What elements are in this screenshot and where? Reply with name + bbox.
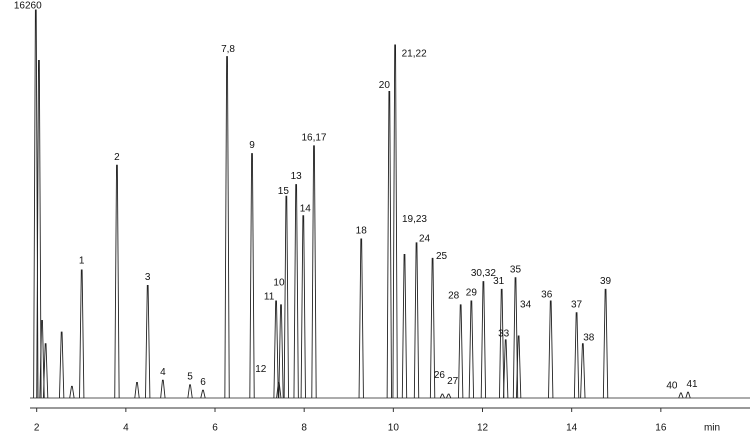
peak bbox=[480, 281, 487, 399]
peak bbox=[273, 300, 279, 399]
x-tick-label: 16 bbox=[655, 423, 667, 433]
peak-label: 12 bbox=[255, 364, 267, 375]
peak bbox=[33, 9, 39, 399]
x-tick-label: 10 bbox=[388, 423, 400, 433]
peak bbox=[446, 393, 452, 399]
peak-label: 9 bbox=[249, 140, 255, 151]
peak-label: 21,22 bbox=[402, 49, 427, 60]
x-tick-label: 2 bbox=[34, 423, 40, 433]
peak bbox=[386, 91, 392, 399]
peak-label: 26 bbox=[434, 370, 446, 381]
peak-label: 15 bbox=[278, 186, 290, 197]
peak-label: 29 bbox=[466, 288, 478, 299]
peak-label: 1 bbox=[79, 256, 85, 267]
peak-label: 14 bbox=[300, 203, 312, 214]
peak bbox=[573, 312, 580, 399]
peak-label: 16,17 bbox=[301, 132, 326, 143]
peak bbox=[36, 59, 42, 399]
peak-label: 39 bbox=[600, 276, 612, 287]
peak-label: 40 bbox=[666, 381, 678, 392]
peak bbox=[293, 184, 299, 399]
peak bbox=[224, 56, 230, 399]
peak-label: 11 bbox=[264, 292, 275, 303]
peak bbox=[145, 285, 151, 399]
peak bbox=[458, 304, 464, 399]
x-tick-label: 8 bbox=[301, 423, 307, 433]
peak-label: 2 bbox=[114, 152, 120, 163]
peak bbox=[300, 215, 306, 399]
peak bbox=[413, 242, 420, 399]
peak bbox=[187, 384, 193, 399]
peak bbox=[468, 300, 475, 399]
peak-label: 27 bbox=[447, 376, 459, 387]
peak bbox=[79, 269, 85, 399]
peak bbox=[429, 257, 436, 399]
peak-label: 10 bbox=[273, 278, 285, 289]
peak bbox=[160, 379, 166, 399]
peak bbox=[200, 389, 206, 399]
peak bbox=[678, 392, 684, 399]
peak bbox=[358, 238, 364, 399]
peak-label: 20 bbox=[379, 80, 391, 91]
x-tick-label: 12 bbox=[477, 423, 489, 433]
peak-label: 38 bbox=[583, 332, 595, 343]
peak-label: 18 bbox=[356, 226, 368, 237]
peak bbox=[249, 153, 255, 399]
peak bbox=[134, 382, 140, 399]
peak bbox=[685, 391, 691, 399]
peak-label: 28 bbox=[448, 291, 460, 302]
peak-label: 35 bbox=[510, 264, 522, 275]
x-tick-label: 14 bbox=[566, 423, 578, 433]
peak-label: 30,32 bbox=[471, 268, 496, 279]
peak bbox=[401, 253, 408, 399]
peak bbox=[311, 145, 317, 399]
peak bbox=[439, 393, 445, 399]
peak-label: 34 bbox=[520, 300, 532, 311]
peak-label: 3 bbox=[145, 272, 151, 283]
peak-label: 16260 bbox=[14, 1, 42, 12]
peak-label: 7,8 bbox=[221, 44, 235, 55]
peak bbox=[602, 288, 609, 399]
x-tick-label: 4 bbox=[123, 423, 129, 433]
peak bbox=[503, 339, 509, 399]
peak bbox=[69, 385, 75, 399]
peak-label: 4 bbox=[160, 367, 166, 378]
peak bbox=[499, 288, 505, 399]
peak-label: 33 bbox=[498, 328, 510, 339]
x-axis-label: min bbox=[704, 423, 720, 433]
peak bbox=[39, 319, 45, 399]
peak-label: 25 bbox=[436, 251, 448, 262]
peak bbox=[283, 195, 289, 399]
peak-label: 31 bbox=[493, 276, 505, 287]
peak-label: 13 bbox=[291, 171, 303, 182]
peak-label: 24 bbox=[419, 233, 431, 244]
peak bbox=[548, 300, 554, 399]
peak bbox=[515, 335, 522, 399]
peak bbox=[512, 277, 519, 399]
peak-label: 41 bbox=[686, 379, 698, 390]
peak bbox=[114, 164, 120, 399]
peak bbox=[59, 331, 65, 399]
peak bbox=[42, 343, 49, 399]
peak-label: 6 bbox=[200, 377, 206, 388]
peak-label: 36 bbox=[541, 290, 553, 301]
x-tick-label: 6 bbox=[212, 423, 218, 433]
peak-label: 19,23 bbox=[402, 214, 427, 225]
peak-label: 37 bbox=[571, 299, 583, 310]
peak bbox=[278, 304, 284, 399]
peak bbox=[392, 44, 398, 399]
peak-label: 5 bbox=[187, 371, 193, 382]
peak bbox=[580, 343, 586, 399]
